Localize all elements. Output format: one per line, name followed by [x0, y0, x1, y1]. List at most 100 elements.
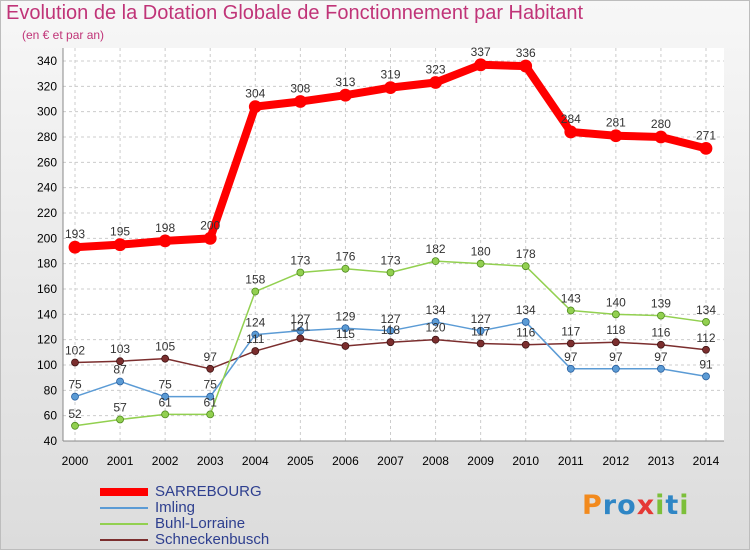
- data-point: [341, 264, 350, 273]
- data-point: [251, 287, 260, 296]
- data-point: [161, 392, 170, 401]
- data-label: 323: [426, 63, 446, 77]
- data-label: 103: [110, 342, 130, 356]
- data-point: [341, 342, 350, 350]
- x-tick-label: 2005: [287, 454, 314, 468]
- data-label: 127: [471, 312, 491, 326]
- y-tick-label: 260: [37, 155, 57, 169]
- data-label: 158: [245, 273, 265, 287]
- data-label: 173: [290, 254, 310, 268]
- data-point: [206, 392, 215, 401]
- data-label: 102: [65, 343, 85, 357]
- x-tick-label: 2013: [648, 454, 675, 468]
- data-point: [566, 339, 575, 348]
- y-tick-label: 300: [37, 105, 57, 119]
- data-label: 112: [696, 331, 715, 345]
- data-label: 120: [426, 321, 446, 335]
- data-label: 134: [516, 303, 536, 317]
- data-label: 121: [290, 319, 310, 333]
- data-point: [248, 100, 262, 113]
- data-point: [293, 95, 307, 108]
- data-point: [296, 268, 305, 277]
- data-label: 139: [651, 297, 671, 311]
- data-point: [71, 358, 79, 367]
- data-point: [611, 364, 620, 373]
- data-label: 143: [561, 292, 581, 306]
- data-label: 97: [654, 350, 668, 364]
- data-label: 176: [335, 250, 355, 264]
- data-point: [476, 259, 485, 268]
- data-point: [161, 410, 170, 419]
- data-point: [702, 318, 710, 326]
- data-label: 308: [290, 82, 310, 96]
- data-point: [519, 59, 533, 73]
- data-label: 193: [65, 227, 85, 241]
- data-point: [431, 318, 440, 326]
- y-tick-label: 120: [37, 333, 57, 347]
- data-label: 337: [471, 45, 491, 59]
- data-label: 105: [155, 340, 175, 354]
- data-label: 319: [380, 68, 400, 82]
- data-point: [521, 262, 530, 271]
- data-label: 127: [290, 312, 310, 326]
- data-point: [521, 318, 530, 326]
- data-label: 281: [606, 116, 626, 130]
- x-tick-label: 2006: [332, 454, 359, 468]
- y-tick-label: 40: [44, 434, 58, 448]
- data-point: [251, 330, 260, 339]
- data-point: [476, 339, 485, 348]
- data-point: [386, 326, 395, 335]
- data-label: 97: [204, 350, 218, 364]
- data-point: [429, 76, 442, 89]
- y-tick-label: 160: [37, 282, 57, 296]
- data-point: [702, 345, 710, 354]
- data-label: 91: [699, 357, 713, 371]
- data-point: [71, 421, 79, 430]
- data-label: 117: [561, 324, 580, 338]
- data-point: [296, 326, 305, 335]
- y-tick-label: 280: [37, 130, 57, 144]
- data-label: 178: [516, 247, 536, 261]
- data-point: [654, 130, 668, 144]
- data-label: 61: [204, 395, 218, 409]
- y-tick-label: 240: [37, 181, 57, 195]
- x-tick-label: 2011: [558, 454, 584, 468]
- data-point: [521, 340, 530, 349]
- data-label: 57: [113, 400, 127, 414]
- data-label: 140: [606, 295, 626, 309]
- data-label: 129: [335, 309, 355, 323]
- x-tick-label: 2001: [107, 454, 134, 468]
- data-label: 198: [155, 221, 175, 235]
- data-label: 134: [426, 303, 446, 317]
- data-label: 180: [471, 245, 491, 259]
- y-tick-label: 60: [44, 409, 58, 423]
- data-label: 195: [110, 225, 130, 239]
- data-label: 75: [204, 378, 218, 392]
- data-label: 271: [696, 128, 716, 142]
- data-point: [431, 335, 440, 344]
- data-point: [158, 234, 172, 248]
- data-label: 336: [516, 46, 536, 60]
- data-label: 75: [158, 378, 172, 392]
- chart-subtitle: (en € et par an): [22, 28, 105, 42]
- data-point: [476, 326, 485, 335]
- data-point: [657, 340, 665, 349]
- data-label: 134: [696, 303, 716, 317]
- x-tick-label: 2000: [62, 454, 89, 468]
- legend-label: SARREBOURG: [155, 483, 262, 500]
- data-label: 124: [245, 316, 265, 330]
- data-point: [296, 334, 305, 343]
- data-label: 127: [380, 312, 400, 326]
- x-tick-label: 2002: [152, 454, 179, 468]
- y-tick-label: 320: [37, 79, 57, 93]
- y-tick-label: 220: [37, 206, 57, 220]
- x-tick-label: 2014: [693, 454, 720, 468]
- data-label: 313: [335, 75, 355, 89]
- data-point: [564, 125, 578, 139]
- data-point: [203, 231, 217, 245]
- data-label: 182: [426, 242, 446, 256]
- proxiti-logo: Proxiti: [582, 490, 690, 521]
- plot-area: [63, 48, 724, 441]
- data-label: 117: [471, 324, 490, 338]
